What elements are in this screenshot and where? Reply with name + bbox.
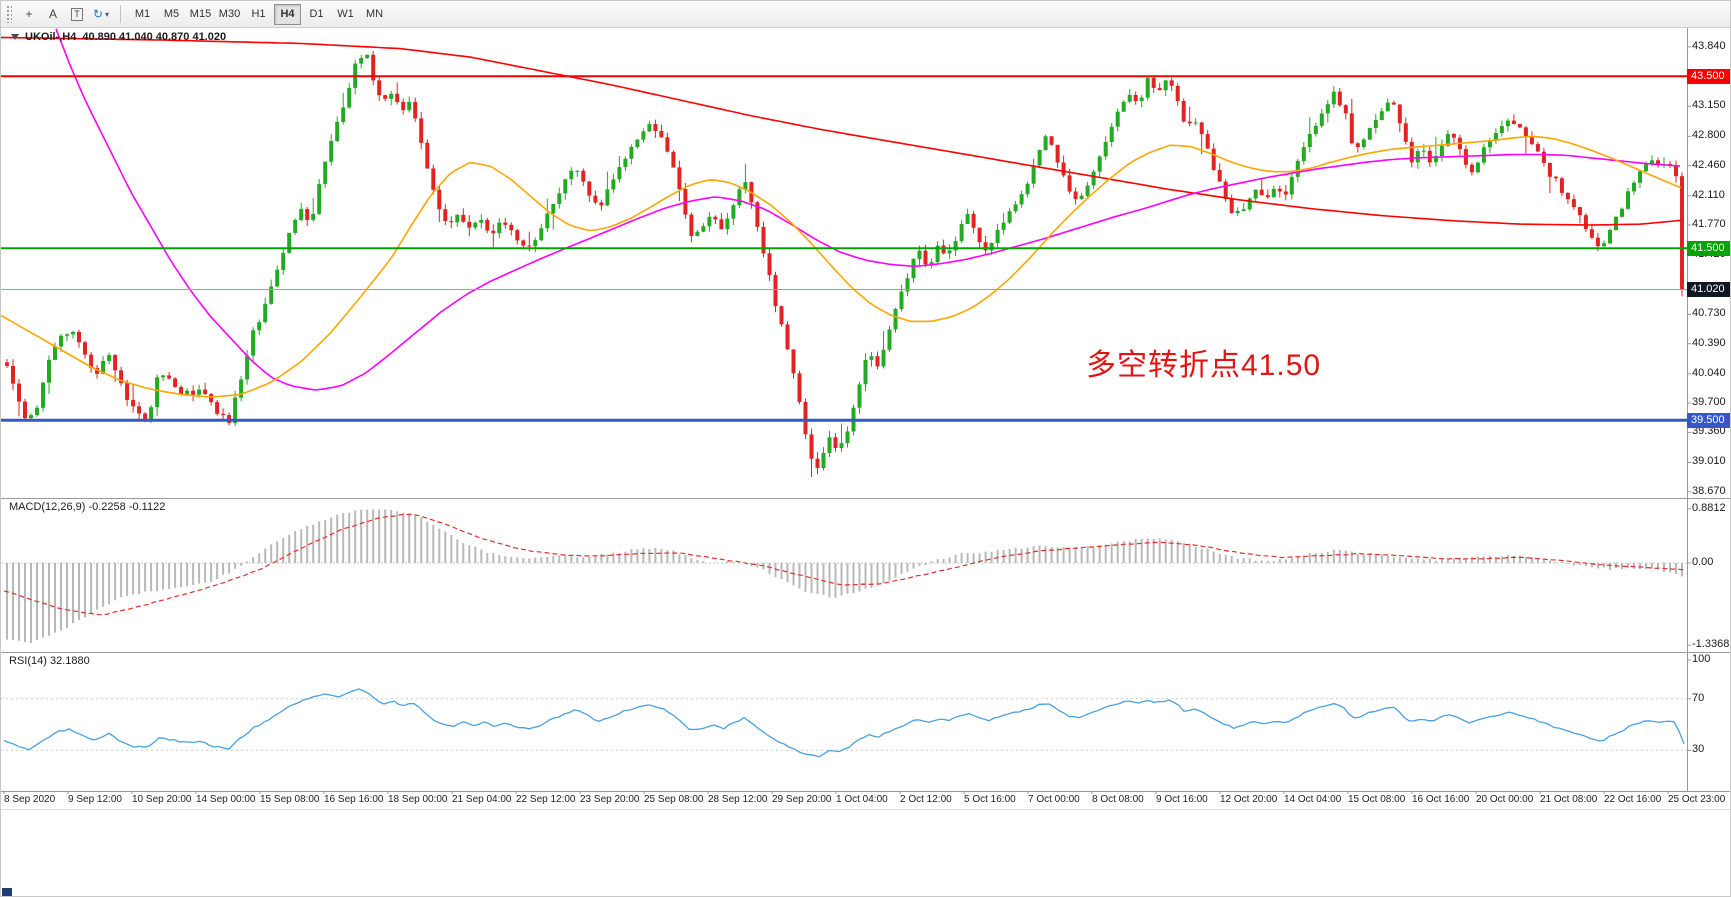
- date-label: 18 Sep 00:00: [388, 794, 448, 805]
- date-label: 8 Sep 2020: [4, 794, 56, 805]
- caret-down-icon: ▾: [105, 9, 110, 19]
- date-label: 25 Oct 23:00: [1668, 794, 1726, 805]
- macd-scale-label: -1.3368: [1692, 638, 1730, 651]
- timeframe-h1-button[interactable]: H1: [245, 4, 272, 25]
- rsi-layer: [1, 688, 1687, 758]
- price-tag-39.500: 39.500: [1687, 412, 1730, 428]
- toolbar: + A T ↻ ▾ M1 M5 M15 M30 H1 H4 D1 W1 MN: [1, 1, 1730, 28]
- date-label: 20 Oct 00:00: [1476, 794, 1534, 805]
- rsi-scale-label: 100: [1692, 653, 1711, 665]
- price-tick-label: 43.840: [1692, 39, 1726, 52]
- timeframe-mn-button[interactable]: MN: [361, 4, 388, 25]
- price-tick-label: 39.010: [1692, 455, 1726, 468]
- macd-layer: [1, 509, 1687, 643]
- window-corner-fragment: [2, 888, 12, 896]
- date-label: 16 Sep 16:00: [324, 794, 384, 805]
- cycle-arrows-button[interactable]: ↻ ▾: [89, 3, 113, 25]
- annotate-letter-a-icon: A: [48, 7, 57, 21]
- date-label: 28 Sep 12:00: [708, 794, 768, 805]
- crosshair-icon: +: [25, 7, 33, 21]
- timeframe-m30-button[interactable]: M30: [216, 4, 243, 25]
- rsi-label: RSI(14) 32.1880: [9, 655, 90, 667]
- timeframe-m1-button[interactable]: M1: [129, 4, 156, 25]
- date-label: 10 Sep 20:00: [132, 794, 192, 805]
- date-label: 14 Sep 00:00: [196, 794, 256, 805]
- chart-area[interactable]: UKOil-,H4 40.890 41.040 40.870 41.020 MA…: [1, 28, 1731, 897]
- date-label: 2 Oct 12:00: [900, 794, 952, 805]
- date-label: 15 Oct 08:00: [1348, 794, 1406, 805]
- timeframe-m5-button[interactable]: M5: [158, 4, 185, 25]
- price-tick-label: 40.730: [1692, 307, 1726, 320]
- toolbar-separator: [120, 5, 121, 23]
- price-tick-label: 40.390: [1692, 336, 1726, 349]
- toolbar-grip[interactable]: [6, 5, 12, 23]
- date-label: 5 Oct 16:00: [964, 794, 1016, 805]
- timeframe-w1-button[interactable]: W1: [332, 4, 359, 25]
- price-tick-label: 41.770: [1692, 218, 1726, 230]
- macd-label: MACD(12,26,9) -0.2258 -0.1122: [9, 501, 166, 513]
- date-label: 14 Oct 04:00: [1284, 794, 1342, 805]
- moving-averages-layer: [1, 28, 1682, 398]
- date-label: 22 Oct 16:00: [1604, 794, 1662, 805]
- date-label: 8 Oct 08:00: [1092, 794, 1144, 805]
- date-label: 22 Sep 12:00: [516, 794, 576, 805]
- price-tick-label: 42.800: [1692, 129, 1726, 142]
- date-label: 1 Oct 04:00: [836, 794, 888, 805]
- price-tick-label: 43.150: [1692, 99, 1726, 112]
- price-tick-label: 39.700: [1692, 396, 1726, 409]
- date-label: 23 Sep 20:00: [580, 794, 640, 805]
- price-tag-43.500: 43.500: [1687, 68, 1730, 84]
- date-label: 29 Sep 20:00: [772, 794, 832, 805]
- date-label: 9 Oct 16:00: [1156, 794, 1208, 805]
- timeframe-d1-button[interactable]: D1: [303, 4, 330, 25]
- symbol-period-label: UKOil-,H4: [25, 31, 77, 43]
- date-label: 21 Sep 04:00: [452, 794, 512, 805]
- price-tag-41.500: 41.500: [1687, 240, 1730, 256]
- rsi-scale-label: 70: [1692, 691, 1705, 704]
- horizontal-levels-layer[interactable]: [1, 75, 1687, 422]
- chart-canvas[interactable]: [1, 28, 1731, 897]
- toolbar-icons: + A T ↻ ▾: [17, 3, 113, 25]
- annotate-letter-a-button[interactable]: A: [41, 3, 65, 25]
- cycle-arrows-icon: ↻: [92, 7, 104, 21]
- timeframe-buttons: M1 M5 M15 M30 H1 H4 D1 W1 MN: [128, 3, 389, 25]
- macd-scale-label: 0.8812: [1692, 501, 1726, 514]
- price-scale[interactable]: 43.84043.15042.80042.46042.11041.77041.4…: [1687, 28, 1730, 791]
- date-label: 12 Oct 20:00: [1220, 794, 1278, 805]
- price-tick-label: 42.110: [1692, 188, 1725, 201]
- text-box-tool-button[interactable]: T: [65, 3, 89, 25]
- date-label: 25 Sep 08:00: [644, 794, 704, 805]
- ohlc-readout: 40.890 41.040 40.870 41.020: [82, 31, 227, 43]
- macd-scale-label: 0.00: [1692, 556, 1714, 568]
- axes-layer: [1, 28, 1730, 810]
- timeframe-h4-button[interactable]: H4: [274, 3, 301, 25]
- annotation-text: 多空转折点41.50: [1086, 349, 1322, 382]
- price-tick-label: 38.670: [1692, 484, 1726, 497]
- rsi-scale-label: 30: [1692, 743, 1705, 756]
- price-tag-41.020: 41.020: [1687, 282, 1730, 298]
- price-tick-label: 42.460: [1692, 158, 1726, 171]
- date-label: 15 Sep 08:00: [260, 794, 320, 805]
- timeframe-m15-button[interactable]: M15: [187, 4, 214, 25]
- crosshair-button[interactable]: +: [17, 3, 41, 25]
- date-axis[interactable]: 8 Sep 2020 9 Sep 12:00 10 Sep 20:00 14 Sep …: [1, 794, 1730, 810]
- price-tick-label: 39.360: [1692, 425, 1726, 438]
- date-label: 9 Sep 12:00: [68, 794, 122, 805]
- date-label: 16 Oct 16:00: [1412, 794, 1470, 805]
- text-box-tool-icon: T: [71, 7, 83, 21]
- candles-layer: [5, 51, 1684, 477]
- chart-shift-icon: [11, 34, 19, 40]
- chart-title: UKOil-,H4 40.890 41.040 40.870 41.020: [11, 31, 226, 43]
- date-label: 7 Oct 00:00: [1028, 794, 1080, 805]
- price-tick-label: 40.040: [1692, 366, 1726, 379]
- date-label: 21 Oct 08:00: [1540, 794, 1598, 805]
